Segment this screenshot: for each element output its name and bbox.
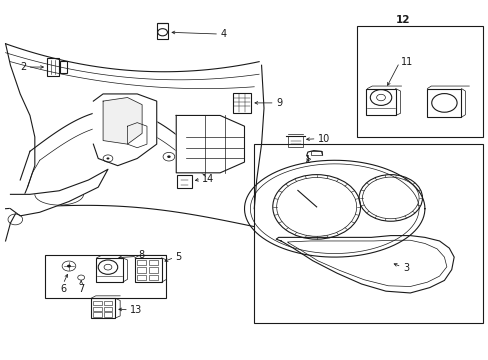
- Polygon shape: [93, 94, 157, 166]
- Bar: [157, 23, 168, 39]
- Bar: [149, 275, 158, 280]
- Bar: [427, 89, 461, 117]
- Bar: [135, 258, 161, 282]
- Bar: [149, 260, 158, 265]
- Text: 7: 7: [78, 284, 84, 294]
- Bar: [137, 267, 146, 273]
- Text: 9: 9: [276, 98, 282, 108]
- Text: 11: 11: [400, 57, 412, 67]
- Text: 12: 12: [395, 15, 409, 26]
- Bar: [254, 144, 483, 323]
- Bar: [137, 260, 146, 265]
- Bar: [177, 175, 191, 188]
- Bar: [60, 60, 67, 73]
- Polygon shape: [176, 116, 244, 173]
- Text: 6: 6: [60, 284, 66, 294]
- Text: 2: 2: [20, 62, 26, 72]
- Bar: [288, 136, 303, 147]
- Bar: [356, 26, 483, 137]
- Text: 13: 13: [130, 305, 142, 315]
- Polygon shape: [10, 169, 108, 216]
- Bar: [103, 301, 112, 305]
- Text: 10: 10: [317, 134, 329, 144]
- Text: 5: 5: [175, 252, 181, 262]
- Text: 8: 8: [138, 250, 144, 260]
- Bar: [93, 312, 102, 317]
- Bar: [47, 58, 59, 76]
- Bar: [137, 275, 146, 280]
- Bar: [149, 267, 158, 273]
- Text: 4: 4: [220, 29, 226, 39]
- Text: 1: 1: [305, 155, 311, 165]
- Bar: [103, 307, 112, 311]
- Bar: [96, 258, 122, 282]
- Bar: [44, 255, 166, 298]
- Bar: [91, 298, 115, 318]
- Text: 14: 14: [202, 174, 214, 184]
- Text: 3: 3: [402, 263, 408, 273]
- Circle shape: [67, 265, 71, 267]
- Bar: [232, 93, 251, 113]
- Circle shape: [106, 157, 109, 159]
- Bar: [366, 89, 395, 116]
- Circle shape: [167, 156, 170, 158]
- Bar: [93, 307, 102, 311]
- Bar: [103, 312, 112, 317]
- Bar: [310, 150, 321, 155]
- Bar: [93, 301, 102, 305]
- Polygon shape: [103, 98, 142, 144]
